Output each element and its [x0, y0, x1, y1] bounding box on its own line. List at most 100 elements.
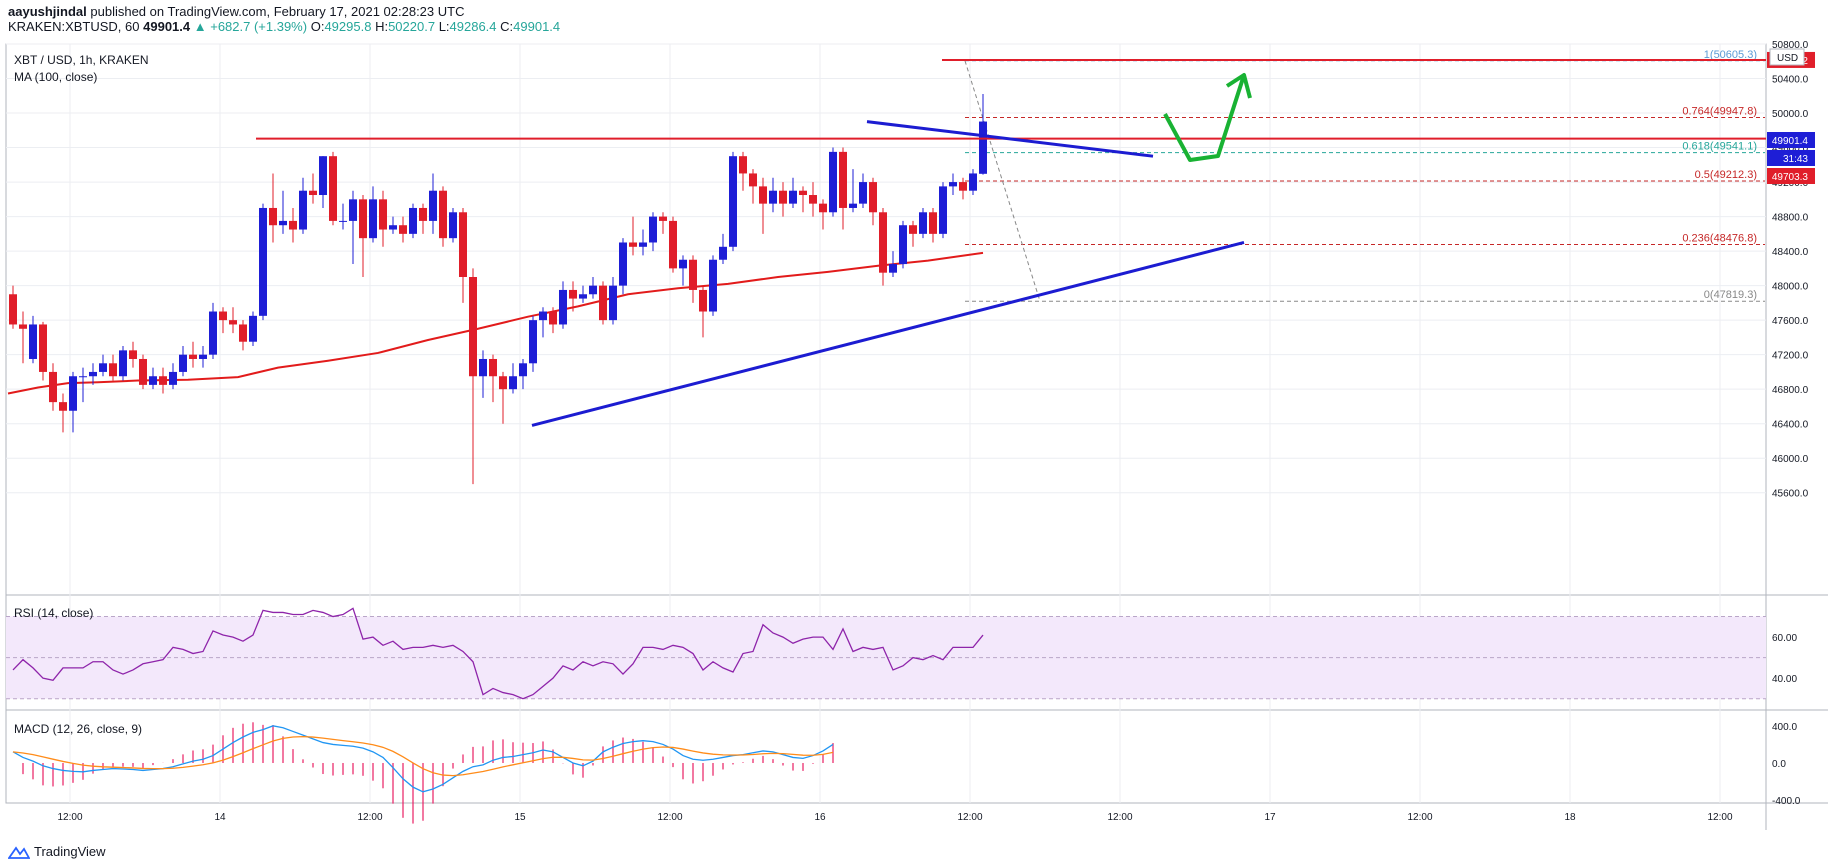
tradingview-logo[interactable]: TradingView	[8, 844, 106, 859]
candle	[349, 190, 357, 265]
price-tick: 46400.0	[1772, 420, 1809, 431]
candle	[59, 393, 67, 433]
candle	[609, 277, 617, 325]
candle	[649, 212, 657, 252]
candle-body	[549, 311, 557, 325]
fib-ratio: 0	[1704, 289, 1710, 301]
candle-body	[89, 371, 97, 377]
candle-body	[479, 358, 487, 377]
candle-body	[189, 354, 197, 359]
close-label: C:	[500, 19, 514, 34]
candle	[299, 177, 307, 234]
legend-rsi[interactable]: RSI (14, close)	[14, 606, 93, 620]
fib-value: (49212.3)	[1710, 169, 1757, 181]
time-tick: 17	[1264, 812, 1276, 823]
candle	[809, 182, 817, 217]
time-tick: 18	[1564, 812, 1576, 823]
candle-body	[729, 156, 737, 247]
candle-body	[139, 358, 147, 385]
candle	[879, 207, 887, 286]
candle-body	[789, 190, 797, 204]
candle	[239, 320, 247, 351]
candle	[679, 255, 687, 286]
candle	[569, 281, 577, 312]
candle	[259, 203, 267, 321]
candle-body	[889, 264, 897, 273]
candle	[419, 203, 427, 234]
price-tick: 49600.0	[1772, 144, 1809, 155]
candle	[129, 341, 137, 368]
candle	[889, 251, 897, 277]
candle-body	[699, 289, 707, 312]
candle-body	[639, 242, 647, 247]
legend-macd[interactable]: MACD (12, 26, close, 9)	[14, 722, 142, 736]
time-axis[interactable]: 12:00 14 12:00 15 12:00 16 12:00 12:00 17 12:00 18…	[57, 812, 1732, 823]
candle	[579, 285, 587, 303]
candle-body	[159, 376, 167, 385]
price-tag-label: 49901.4	[1772, 136, 1809, 147]
fib-level-label: 0(47819.3)	[1704, 289, 1757, 301]
rsi-indicator[interactable]	[12, 607, 984, 700]
candle-body	[769, 190, 777, 204]
candle	[309, 173, 317, 204]
candle	[139, 354, 147, 390]
candle-body	[219, 311, 227, 321]
candle	[279, 190, 287, 234]
legend-pair[interactable]: XBT / USD, 1h, KRAKEN	[14, 53, 149, 67]
candle-body	[879, 212, 887, 273]
candle-body	[589, 285, 597, 295]
candle	[219, 307, 227, 334]
candle	[399, 216, 407, 243]
author[interactable]: aayushjindal	[8, 4, 87, 19]
candle-body	[289, 220, 297, 230]
candle-body	[779, 190, 787, 204]
ma-100-line[interactable]	[7, 251, 984, 395]
candle-body	[919, 212, 927, 234]
candle	[769, 177, 777, 213]
candle-body	[909, 225, 917, 234]
candle	[779, 182, 787, 217]
legend-ma[interactable]: MA (100, close)	[14, 70, 97, 84]
price-tag-label: 31:43	[1783, 154, 1808, 165]
ma-100-path	[7, 251, 984, 395]
low-value: 49286.4	[449, 19, 497, 34]
candle	[699, 285, 707, 338]
time-tick: 12:00	[1707, 812, 1732, 823]
candle	[549, 307, 557, 334]
candle	[739, 151, 747, 191]
candle-body	[419, 207, 427, 221]
candle	[199, 346, 207, 368]
candle	[919, 207, 927, 239]
fib-level-label: 0.764(49947.8)	[1682, 106, 1757, 118]
candle	[639, 229, 647, 256]
macd-indicator[interactable]	[12, 722, 834, 824]
candle-body	[329, 156, 337, 221]
fib-level-label: 1(50605.3)	[1704, 49, 1757, 61]
symbol[interactable]: KRAKEN:XBTUSD, 60	[8, 19, 140, 34]
brand-name: TradingView	[34, 844, 106, 859]
rsi-line	[12, 607, 984, 700]
candle	[289, 207, 297, 243]
drawings[interactable]	[256, 58, 1766, 427]
candle	[179, 346, 187, 377]
price-change: ▲ +682.7 (+1.39%)	[193, 19, 308, 34]
candle	[559, 281, 567, 329]
candles[interactable]	[9, 93, 987, 485]
fib-level-label: 0.618(49541.1)	[1682, 141, 1757, 153]
candle	[99, 354, 107, 377]
fib-value: (50605.3)	[1710, 49, 1757, 61]
candle-body	[179, 354, 187, 372]
candle-body	[299, 190, 307, 230]
candle	[669, 216, 677, 273]
fib-level-label: 0.236(48476.8)	[1682, 232, 1757, 244]
candle-body	[559, 289, 567, 325]
candle	[439, 186, 447, 247]
bullish-arrow-path	[1163, 74, 1246, 162]
candle	[909, 220, 917, 247]
candle	[49, 363, 57, 411]
candle	[799, 186, 807, 213]
fib-ratio: 0.5	[1695, 169, 1710, 181]
candle-body	[929, 212, 937, 234]
candle-body	[509, 376, 517, 390]
